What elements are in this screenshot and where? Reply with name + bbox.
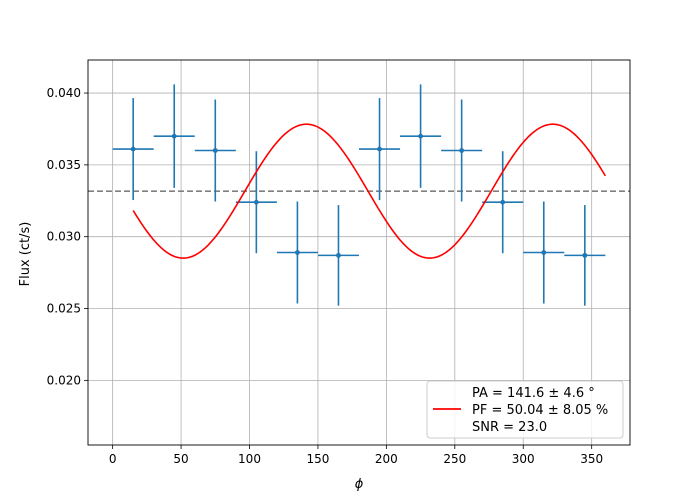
- y-tick-label: 0.040: [47, 86, 81, 100]
- point-marker: [212, 148, 218, 153]
- data-point: [276, 201, 318, 304]
- point-marker: [171, 133, 177, 139]
- fit-curve: [132, 123, 607, 259]
- grid: [88, 60, 630, 445]
- legend-line-pf: PF = 50.04 ± 8.05 %: [472, 403, 608, 418]
- point-marker: [253, 199, 259, 205]
- y-tick-label: 0.035: [47, 158, 81, 172]
- data-point: [482, 151, 524, 254]
- data-point: [112, 98, 154, 201]
- data-point: [400, 84, 442, 188]
- data-point: [153, 84, 195, 188]
- x-tick-label: 350: [580, 452, 603, 466]
- fit-curve-layer: [132, 123, 607, 259]
- legend-line-pa: PA = 141.6 ± 4.6 °: [472, 386, 595, 401]
- point-marker: [459, 148, 465, 153]
- data-point: [564, 205, 606, 306]
- x-tick-label: 250: [443, 452, 466, 466]
- data-point: [359, 98, 401, 201]
- x-ticks: 0 50 100 150 200 250 300 350: [109, 445, 603, 466]
- point-marker: [418, 133, 423, 139]
- point-marker: [582, 252, 588, 258]
- data-point: [235, 151, 277, 254]
- x-tick-label: 0: [109, 452, 117, 466]
- x-tick-label: 50: [173, 452, 188, 466]
- axes: [87, 59, 631, 446]
- axes-frame: [87, 59, 631, 446]
- y-axis-label: Flux (ct/s): [18, 222, 33, 287]
- y-ticks: 0.020 0.025 0.030 0.035 0.040: [47, 86, 88, 387]
- x-axis-label: ϕ: [355, 477, 364, 492]
- point-marker: [295, 250, 300, 255]
- x-tick-label: 200: [375, 452, 398, 466]
- x-tick-label: 150: [306, 452, 329, 466]
- x-tick-label: 300: [512, 452, 535, 466]
- y-tick-label: 0.030: [47, 230, 81, 244]
- legend-line-snr: SNR = 23.0: [472, 420, 547, 435]
- legend-box: [426, 380, 624, 439]
- x-tick-label: 100: [238, 452, 261, 466]
- point-marker: [377, 146, 382, 152]
- data-point: [441, 99, 483, 202]
- errorbar-layer: [112, 84, 606, 306]
- data-point: [317, 205, 359, 306]
- point-marker: [500, 199, 506, 205]
- point-marker: [130, 146, 136, 152]
- point-marker: [336, 252, 341, 258]
- y-tick-label: 0.025: [47, 302, 81, 316]
- data-point: [194, 99, 236, 202]
- point-marker: [541, 250, 547, 255]
- legend: PA = 141.6 ± 4.6 ° PF = 50.04 ± 8.05 % S…: [426, 380, 624, 439]
- data-point: [523, 201, 565, 304]
- y-tick-label: 0.020: [47, 373, 81, 387]
